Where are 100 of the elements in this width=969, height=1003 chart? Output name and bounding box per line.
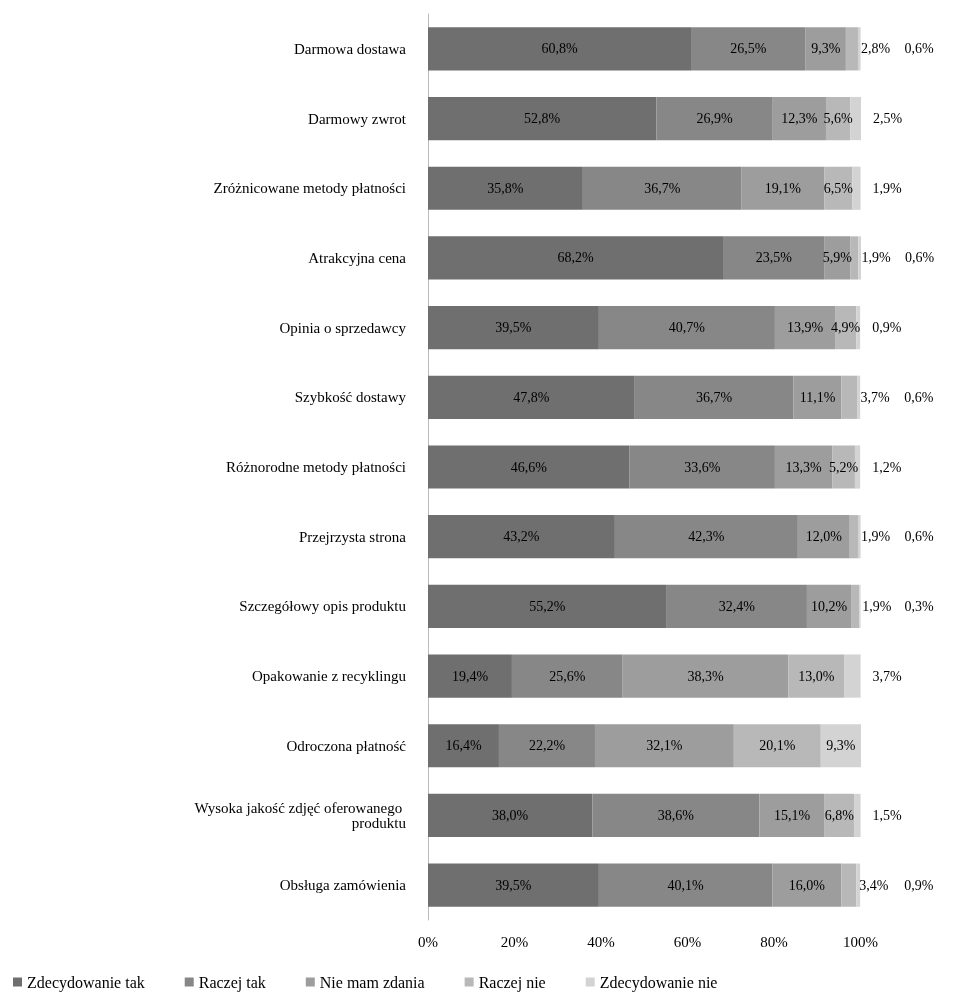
bar — [598, 306, 775, 350]
y-tick-label: Szczegółowy opis produktu — [239, 598, 407, 615]
bar — [428, 27, 691, 71]
data-label: 3,4% — [859, 877, 889, 893]
data-label: 6,8% — [824, 807, 855, 823]
data-label: 1,9% — [862, 598, 892, 614]
bar — [428, 515, 615, 559]
y-tick-label: Różnorodne metody płatności — [226, 459, 406, 475]
bar — [857, 27, 861, 71]
data-label: 1,9% — [872, 180, 903, 196]
bar — [788, 654, 845, 698]
data-label: 55,2% — [529, 598, 566, 614]
data-label: 68,2% — [557, 250, 594, 266]
data-label: 11,1% — [799, 389, 836, 405]
x-tick-label: 100% — [843, 933, 879, 950]
data-label: 1,2% — [872, 459, 902, 475]
data-label: 19,1% — [764, 180, 802, 196]
data-label: 25,6% — [549, 668, 586, 684]
data-label: 23,5% — [755, 250, 793, 266]
bar — [511, 654, 623, 698]
data-label: 33,6% — [684, 459, 721, 475]
legend-label: Zdecydowanie nie — [599, 973, 718, 992]
y-tick-label: Zróżnicowane metody płatności — [213, 180, 406, 197]
data-label: 5,6% — [823, 111, 853, 127]
legend-label: Nie mam zdania — [319, 973, 425, 991]
bar — [850, 96, 861, 141]
bar — [797, 515, 850, 559]
data-label: 0,6% — [904, 529, 935, 545]
data-label: 26,9% — [696, 111, 733, 127]
data-label: 39,5% — [495, 877, 532, 893]
bar — [845, 27, 858, 71]
bar — [428, 236, 724, 280]
y-tick-label: Atrakcyjna cena — [308, 249, 407, 266]
x-tick-label: 40% — [587, 933, 615, 950]
data-label: 0,9% — [872, 320, 902, 336]
bar — [691, 27, 806, 71]
data-label: 1,9% — [861, 250, 891, 266]
data-label: 35,8% — [487, 180, 524, 196]
bar — [850, 236, 859, 280]
bar — [629, 445, 775, 489]
data-label: 12,3% — [781, 111, 818, 127]
data-label: 0,3% — [904, 598, 935, 614]
x-tick-label: 20% — [500, 933, 529, 950]
bar — [666, 584, 807, 628]
data-label: 38,6% — [657, 807, 695, 823]
data-label: 32,1% — [646, 738, 683, 754]
data-label: 16,0% — [788, 877, 826, 893]
data-label: 46,6% — [510, 459, 548, 475]
data-label: 6,5% — [823, 180, 854, 196]
data-label: 1,5% — [872, 807, 903, 823]
data-label: 20,1% — [759, 738, 796, 754]
data-label: 38,0% — [492, 807, 529, 823]
bar — [733, 724, 821, 768]
data-label: 13,9% — [786, 320, 824, 336]
data-label: 9,3% — [811, 41, 841, 57]
data-label: 52,8% — [524, 111, 561, 127]
data-label: 3,7% — [872, 668, 903, 684]
y-tick-label: Szybkość dostawy — [294, 389, 407, 406]
y-tick-label: Odroczona płatność — [286, 737, 407, 754]
data-label: 40,1% — [667, 877, 705, 893]
bar — [498, 724, 595, 768]
data-label: 38,3% — [687, 668, 724, 684]
data-label: 2,5% — [873, 111, 903, 127]
bar — [844, 654, 861, 698]
y-tick-label: Obsługa zamówienia — [279, 877, 407, 894]
bar — [741, 166, 825, 210]
data-label: 47,8% — [513, 389, 550, 405]
bar — [793, 375, 842, 419]
data-label: 13,0% — [798, 668, 835, 684]
data-label: 26,5% — [730, 41, 767, 57]
bar — [428, 96, 657, 141]
bar — [858, 236, 861, 280]
bar — [772, 96, 826, 141]
data-label: 43,2% — [503, 529, 540, 545]
bar — [598, 863, 773, 907]
data-label: 3,7% — [860, 389, 891, 405]
data-label: 42,3% — [688, 529, 725, 545]
data-label: 0,6% — [904, 41, 935, 57]
data-label: 36,7% — [696, 389, 733, 405]
bar — [851, 584, 860, 628]
data-label: 1,9% — [860, 529, 891, 545]
data-label: 36,7% — [644, 180, 681, 196]
bar — [614, 515, 798, 559]
legend-label: Raczej nie — [478, 973, 546, 992]
bar — [759, 793, 825, 838]
data-label: 10,2% — [810, 598, 848, 614]
y-tick-label: Opinia o sprzedawcy — [279, 319, 407, 336]
data-label: 32,4% — [718, 598, 756, 614]
bar — [634, 375, 794, 419]
data-label: 5,9% — [822, 250, 853, 266]
bar — [594, 724, 734, 768]
bar — [841, 863, 857, 907]
bar — [428, 306, 599, 350]
data-label: 5,2% — [829, 459, 859, 475]
y-tick-label: Darmowa dostawa — [293, 40, 407, 57]
y-tick-label: Wysoka jakość zdjęć oferowanego produktu — [194, 799, 407, 831]
bar — [428, 863, 599, 907]
bar — [856, 863, 861, 907]
data-label: 60,8% — [541, 41, 578, 57]
bar — [428, 724, 499, 768]
